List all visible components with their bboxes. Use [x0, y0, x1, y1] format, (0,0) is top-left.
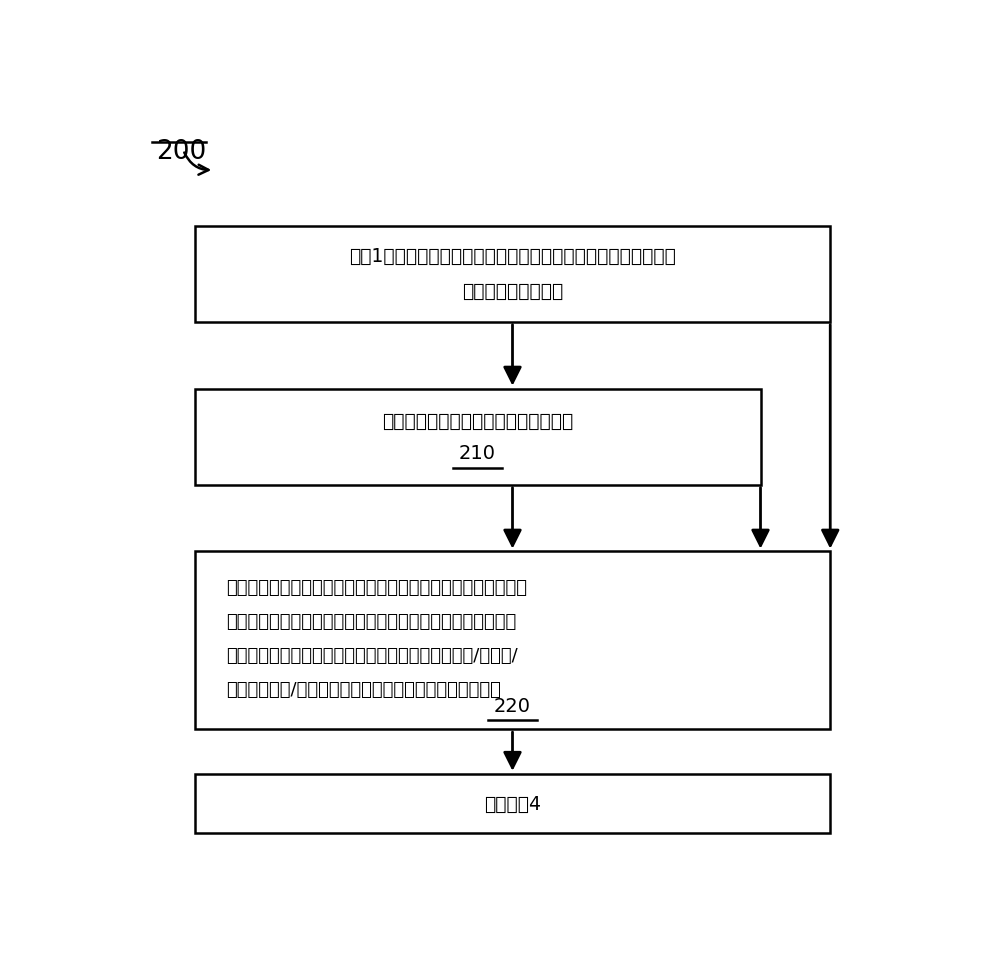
Text: 自图1：识别肿瘾特异性突变、所识所别的肿瘾特异性突变的频率: 自图1：识别肿瘾特异性突变、所识所别的肿瘾特异性突变的频率: [349, 246, 676, 265]
FancyBboxPatch shape: [195, 774, 830, 833]
Text: 确定针对每个肿瘾特异性突变的致病性: 确定针对每个肿瘾特异性突变的致病性: [382, 411, 573, 431]
Text: 以及确定的肿瘾纯度: 以及确定的肿瘾纯度: [462, 282, 563, 300]
FancyBboxPatch shape: [195, 389, 761, 485]
FancyBboxPatch shape: [195, 227, 830, 323]
Text: 具有针对所确定的肿瘾纯度、所确定的肿瘾特异性突变的变异: 具有针对所确定的肿瘾纯度、所确定的肿瘾特异性突变的变异: [226, 612, 516, 630]
Text: 220: 220: [494, 697, 531, 715]
Text: 将肿瘾的肿瘾功能突变负荷评分计算为基于变异的量度的总和，: 将肿瘾的肿瘾功能突变负荷评分计算为基于变异的量度的总和，: [226, 579, 527, 597]
FancyBboxPatch shape: [195, 552, 830, 729]
Text: 等位基因频率、肿瘾特异性突变的所确定的等位基因/外显子/: 等位基因频率、肿瘾特异性突变的所确定的等位基因/外显子/: [226, 647, 518, 664]
Text: 基因表达、和/或所确定的肿瘾特异性突变的致病性的调整: 基因表达、和/或所确定的肿瘾特异性突变的致病性的调整: [226, 680, 501, 699]
Text: 210: 210: [459, 444, 496, 463]
Text: 200: 200: [156, 139, 206, 165]
Text: 前进到图4: 前进到图4: [484, 794, 541, 813]
